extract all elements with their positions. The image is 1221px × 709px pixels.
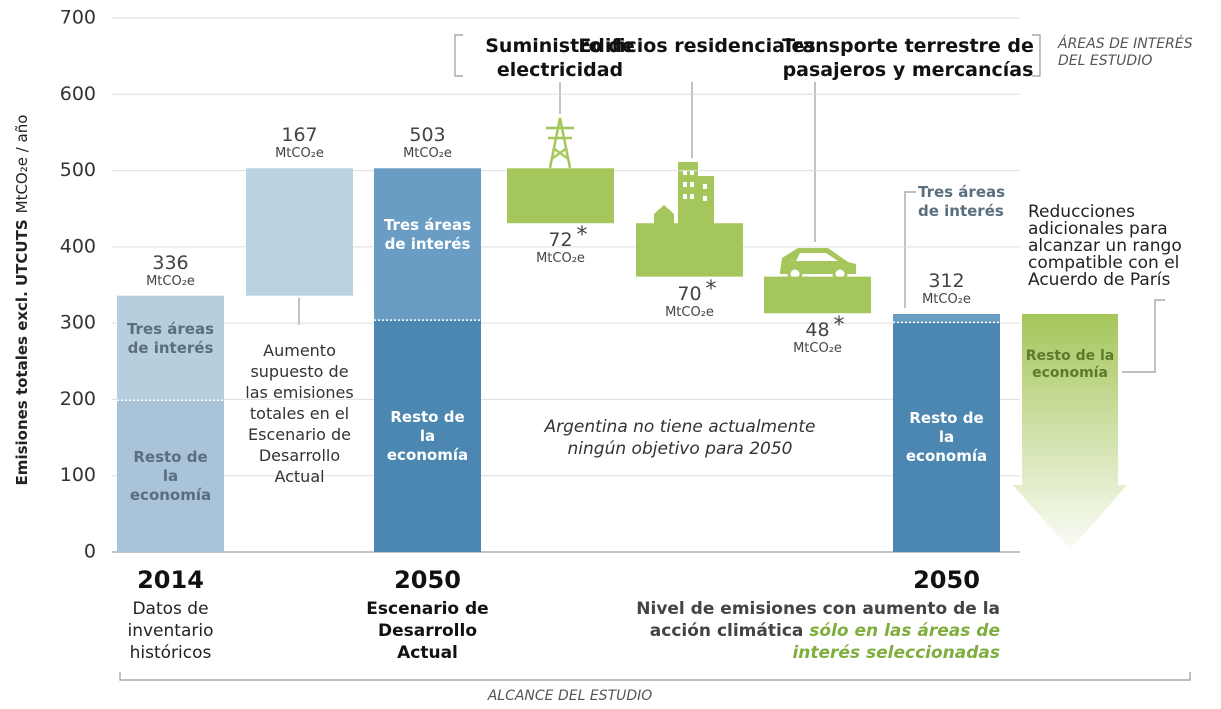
paris-arrow	[1013, 313, 1127, 550]
heading: Suministro de electricidad	[485, 35, 635, 81]
heading: Transporte terrestre de pasajeros y merc…	[782, 35, 1034, 81]
bar	[507, 168, 614, 224]
scope-label: ALCANCE DEL ESTUDIO	[487, 688, 653, 704]
value-label: 48 MtCO₂e *	[758, 313, 878, 357]
y-tick-label: 700	[60, 7, 96, 29]
note: Aumento supuesto de las emisiones totale…	[245, 341, 354, 486]
bar	[246, 168, 353, 296]
value-label: 503 MtCO₂e	[368, 124, 488, 161]
value-number: 72	[548, 229, 573, 252]
y-tick-label: 600	[60, 83, 96, 105]
segment-label: Tres áreas de interés	[918, 183, 1006, 220]
value-unit: MtCO₂e	[275, 146, 324, 162]
value-unit: MtCO₂e	[403, 146, 452, 162]
bar-segment	[893, 322, 1000, 552]
value-number: 70	[677, 282, 702, 305]
year-label: 2014	[137, 566, 204, 594]
caption: Datos de inventario históricos	[127, 599, 214, 663]
paris-text: Reducciones adicionales para alcanzar un…	[1028, 202, 1182, 290]
y-axis-title: Emisiones totales excl. UTCUTS	[13, 219, 31, 485]
bracket	[1032, 34, 1041, 77]
segment-label: Resto de la economía	[129, 448, 212, 505]
leader-line	[904, 191, 916, 308]
y-tick-label: 100	[60, 464, 96, 486]
segment-label: Resto de la economía	[386, 408, 469, 465]
value-unit: MtCO₂e	[665, 304, 714, 320]
tower-icon	[546, 117, 574, 169]
annotation: Argentina no tiene actualmente ningún ob…	[544, 417, 816, 459]
note-mark: *	[833, 313, 845, 339]
note-mark: *	[576, 223, 588, 249]
segment-label: Resto de la economía	[905, 409, 988, 466]
value-unit: MtCO₂e	[793, 341, 842, 357]
value-number: 312	[928, 269, 965, 292]
bar-segment	[374, 320, 481, 552]
bar	[636, 223, 743, 277]
value-unit: MtCO₂e	[536, 251, 585, 267]
y-axis-unit: MtCO₂e / año	[13, 115, 31, 214]
y-tick-label: 300	[60, 312, 96, 334]
segment-label: Tres áreas de interés	[383, 216, 472, 254]
bar-segment	[117, 400, 224, 552]
value-number: 167	[281, 124, 318, 147]
year-label: 2050	[394, 566, 461, 594]
car-icon	[780, 248, 856, 282]
value-label: 70 MtCO₂e *	[630, 277, 750, 320]
caption: Nivel de emisiones con aumento de la acc…	[600, 598, 1000, 664]
value-label: 336 MtCO₂e	[111, 252, 231, 289]
segment-label: Tres áreas de interés	[126, 319, 215, 357]
y-tick-label: 500	[60, 159, 96, 181]
caption-text: Nivel de emisiones con aumento de la acc…	[636, 599, 1000, 641]
bar-segment	[374, 168, 481, 321]
caption: Escenario de Desarrollo Actual	[366, 599, 489, 663]
value-label: 167 MtCO₂e	[240, 124, 360, 161]
value-unit: MtCO₂e	[146, 273, 195, 289]
note-mark: *	[705, 276, 717, 302]
y-axis-label: Emisiones totales excl. UTCUTS MtCO₂e / a…	[13, 115, 31, 486]
year-label: 2050	[913, 566, 980, 594]
y-tick-label: 400	[60, 235, 96, 257]
scope-bracket	[119, 672, 1191, 681]
value-number: 503	[409, 124, 446, 147]
building-icon	[654, 162, 714, 224]
value-label: 312 MtCO₂e	[887, 270, 1007, 307]
decorations	[119, 34, 1191, 681]
y-tick-label: 200	[60, 388, 96, 410]
value-number: 336	[152, 251, 189, 274]
paris-label: Resto de la economía	[1025, 348, 1115, 381]
focus-label: ÁREAS DE INTERÉS DEL ESTUDIO	[1058, 36, 1193, 69]
heading: Edificios residenciales	[578, 35, 816, 57]
bracket	[454, 34, 463, 77]
y-tick-label: 0	[84, 541, 96, 563]
value-label: 72 MtCO₂e *	[501, 223, 621, 267]
value-unit: MtCO₂e	[922, 291, 971, 307]
leader-line	[1122, 299, 1165, 373]
caption-highlight: sólo en las áreas de interés seleccionad…	[792, 621, 1000, 663]
bar	[764, 276, 871, 314]
bar-segment	[893, 313, 1000, 323]
bar-segment	[117, 295, 224, 401]
value-number: 48	[805, 319, 830, 342]
